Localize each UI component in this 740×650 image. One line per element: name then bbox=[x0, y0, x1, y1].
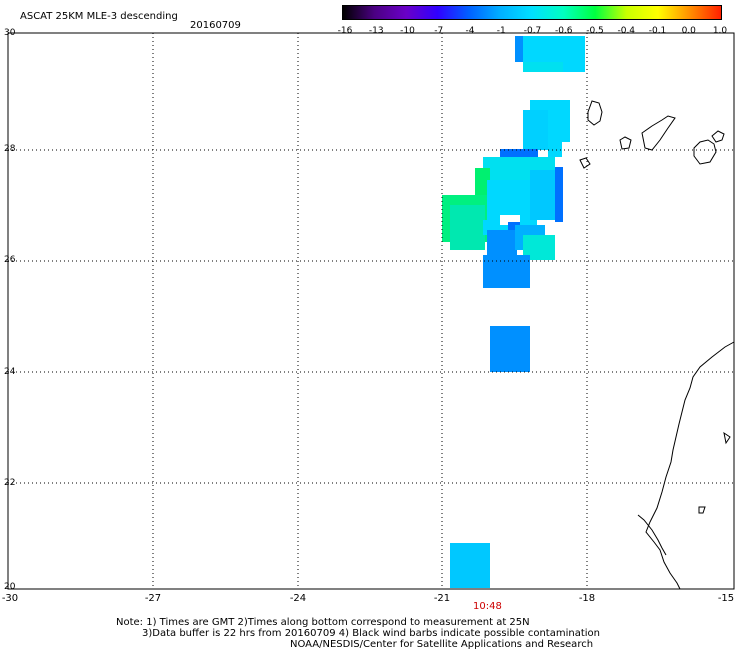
colorbar-label: -0.7 bbox=[523, 26, 542, 36]
lon-label-30: -30 bbox=[1, 593, 19, 604]
coast-feature bbox=[698, 506, 706, 514]
colorbar-label: -4 bbox=[465, 26, 475, 36]
swath-cell bbox=[530, 170, 555, 220]
swath-cell bbox=[487, 230, 517, 255]
island bbox=[579, 157, 591, 169]
lon-label-15: -15 bbox=[717, 593, 735, 604]
swath-cell bbox=[548, 142, 562, 157]
colorbar-label: 0.0 bbox=[681, 26, 696, 36]
colorbar bbox=[342, 5, 722, 20]
lon-label-27: -27 bbox=[144, 593, 162, 604]
note-line-1: Note: 1) Times are GMT 2)Times along bot… bbox=[116, 617, 530, 628]
colorbar-label: -7 bbox=[434, 26, 444, 36]
lon-label-21: -21 bbox=[433, 593, 451, 604]
grid-lines bbox=[8, 33, 734, 589]
lat-label-30: 30 bbox=[4, 28, 16, 38]
colorbar-label: -16 bbox=[337, 26, 353, 36]
lat-label-28: 28 bbox=[4, 144, 16, 154]
swath-cell bbox=[523, 110, 548, 150]
note-line-2: 3)Data buffer is 22 hrs from 20160709 4)… bbox=[142, 628, 600, 639]
colorbar-label: 1.0 bbox=[712, 26, 728, 36]
swath-cell bbox=[555, 167, 563, 222]
colorbar-label: -0.1 bbox=[648, 26, 667, 36]
colorbar-label: -0.5 bbox=[586, 26, 604, 36]
swath-cell bbox=[523, 62, 563, 72]
swath-cell bbox=[508, 222, 520, 232]
lon-label-24: -24 bbox=[289, 593, 307, 604]
map-title: ASCAT 25KM MLE-3 descending bbox=[20, 11, 178, 22]
island bbox=[619, 136, 632, 150]
colorbar-label: -0.4 bbox=[617, 26, 636, 36]
swath-cell bbox=[450, 543, 490, 588]
coastline-peninsula bbox=[637, 514, 667, 556]
plot-frame bbox=[7, 32, 735, 590]
swath-cell bbox=[483, 255, 530, 288]
map-date: 20160709 bbox=[190, 20, 241, 31]
island bbox=[711, 130, 725, 143]
lat-label-22: 22 bbox=[4, 478, 16, 488]
colorbar-label: -10 bbox=[400, 26, 415, 36]
island bbox=[693, 139, 717, 165]
note-line-3: NOAA/NESDIS/Center for Satellite Applica… bbox=[290, 639, 594, 650]
island bbox=[641, 115, 676, 151]
swath-cell bbox=[500, 215, 520, 225]
swath-cell bbox=[515, 36, 523, 62]
lat-label-20: 20 bbox=[4, 582, 16, 592]
pass-time: 10:48 bbox=[473, 601, 502, 612]
coastline-africa bbox=[645, 341, 735, 590]
colorbar-label: -1 bbox=[496, 26, 506, 36]
data-swath bbox=[442, 36, 585, 588]
colorbar-label: -0.6 bbox=[554, 26, 573, 36]
colorbar-label: -13 bbox=[368, 26, 384, 36]
island bbox=[587, 100, 603, 126]
lat-label-26: 26 bbox=[4, 255, 16, 265]
lon-label-18: -18 bbox=[578, 593, 596, 604]
lat-label-24: 24 bbox=[4, 367, 16, 377]
coast-feature bbox=[723, 431, 731, 445]
coastlines bbox=[579, 100, 735, 590]
swath-cell bbox=[450, 205, 485, 250]
swath-cell bbox=[490, 326, 530, 372]
